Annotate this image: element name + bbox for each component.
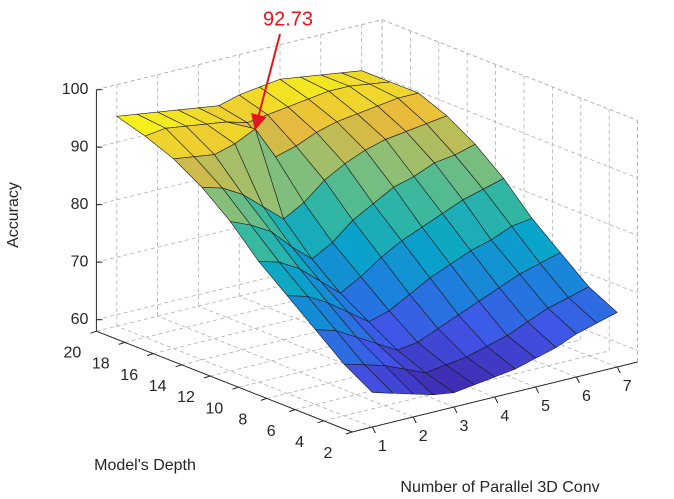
- x-tick-label: 2: [419, 428, 428, 445]
- annotation-label: 92.73: [263, 8, 313, 30]
- y-tick-label: 8: [238, 412, 247, 429]
- grid-line: [381, 76, 638, 179]
- x-tick-label: 5: [541, 398, 550, 415]
- y-tick-label: 20: [64, 344, 82, 361]
- y-tick-label: 2: [324, 445, 333, 462]
- x-tick: [535, 386, 540, 394]
- y-tick-label: 16: [120, 367, 138, 384]
- y-tick: [147, 353, 154, 357]
- y-tick-label: 14: [149, 378, 167, 395]
- y-axis: [96, 330, 353, 433]
- grid-line: [361, 265, 618, 368]
- grid-line: [116, 325, 373, 428]
- x-tick-label: 4: [500, 408, 509, 425]
- x-tick-label: 7: [623, 378, 632, 395]
- x-tick-label: 1: [378, 438, 387, 455]
- x-tick-label: 3: [460, 418, 469, 435]
- z-tick-label: 80: [71, 196, 89, 213]
- x-tick: [453, 406, 458, 414]
- y-tick: [90, 330, 97, 334]
- y-tick-label: 10: [206, 400, 224, 417]
- y-tick: [317, 420, 324, 424]
- y-tick-label: 6: [267, 423, 276, 440]
- x-tick: [616, 366, 621, 374]
- x-axis-title: Number of Parallel 3D Conv: [400, 479, 599, 496]
- z-tick-label: 90: [71, 138, 89, 155]
- grid-line: [320, 275, 577, 378]
- y-tick: [260, 397, 267, 401]
- y-tick: [345, 431, 353, 435]
- y-tick-label: 18: [92, 356, 110, 373]
- y-tick: [232, 386, 239, 390]
- x-tick: [494, 396, 499, 404]
- x-tick: [575, 376, 580, 384]
- grid-line: [96, 19, 383, 91]
- surface-patch: [343, 363, 394, 394]
- annotation-arrow: [251, 33, 281, 131]
- z-tick-label: 60: [71, 311, 89, 328]
- x-tick-label: 6: [582, 388, 591, 405]
- z-tick-label: 70: [71, 253, 89, 270]
- y-tick-label: 12: [177, 389, 195, 406]
- y-tick: [118, 341, 125, 345]
- x-tick: [371, 426, 376, 434]
- z-tick-label: 100: [62, 81, 89, 98]
- z-axis-title: Accuracy: [5, 182, 22, 248]
- y-tick: [175, 364, 182, 368]
- y-axis-title: Model's Depth: [94, 457, 196, 474]
- grid-line: [157, 315, 414, 418]
- y-tick: [203, 375, 211, 379]
- y-tick: [289, 409, 296, 413]
- x-tick: [412, 416, 417, 424]
- grid-line: [381, 19, 638, 121]
- y-tick-label: 4: [295, 434, 304, 451]
